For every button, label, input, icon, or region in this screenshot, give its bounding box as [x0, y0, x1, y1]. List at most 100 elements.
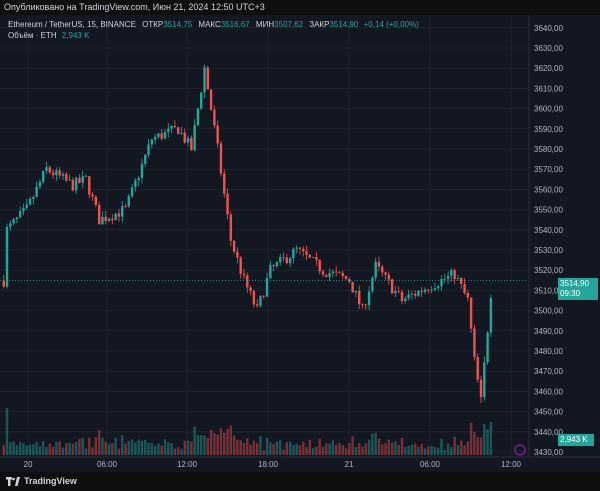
volume-bar — [45, 447, 48, 455]
candle-body — [117, 213, 121, 217]
volume-bar — [81, 437, 84, 455]
candle-body — [127, 196, 130, 207]
volume-bar — [489, 422, 493, 455]
volume-bar — [311, 448, 315, 455]
volume-bar — [417, 446, 420, 455]
time-tick-label: 21 — [345, 460, 354, 469]
volume-bar — [288, 441, 292, 455]
price-tick-label: 3520,00 — [534, 266, 563, 275]
volume-bar — [265, 437, 269, 455]
price-tick-label: 3570,00 — [534, 165, 563, 174]
volume-bar — [94, 437, 98, 455]
volume-bar — [61, 447, 65, 455]
legend-volume-value: 2,943 K — [61, 31, 90, 40]
candle-body — [381, 266, 384, 273]
candle-body — [473, 328, 476, 357]
volume-bar — [229, 425, 233, 455]
candle-body — [269, 264, 272, 278]
tradingview-brand[interactable]: TradingView — [24, 476, 77, 486]
volume-bar — [394, 441, 397, 455]
volume-bar — [285, 441, 288, 455]
time-tick-label: 12:00 — [177, 460, 198, 469]
volume-bar — [38, 446, 42, 455]
candle-body — [206, 67, 209, 90]
candle-body — [114, 213, 117, 221]
volume-bar — [420, 443, 423, 455]
volume-bar — [279, 440, 282, 455]
volume-bar — [295, 443, 298, 455]
volume-bar — [361, 446, 364, 455]
volume-bar — [377, 438, 381, 455]
volume-bar — [134, 442, 137, 455]
candle-body — [88, 176, 91, 195]
time-tick-label: 18:00 — [258, 460, 279, 469]
candle-body — [200, 92, 203, 109]
candle-body — [285, 257, 288, 264]
volume-bar — [469, 422, 473, 455]
candle-body — [226, 193, 229, 215]
current-volume-value: 2,943 K — [560, 435, 588, 444]
candle-body — [397, 290, 400, 292]
candlestick-chart-svg[interactable]: 3640,00 3630,00 3620,00 3610,00 3600,00 3590,… — [0, 15, 600, 472]
volume-bar — [246, 438, 249, 455]
candle-body — [302, 248, 305, 252]
volume-bar — [348, 442, 351, 455]
candle-body — [104, 216, 107, 221]
replay-icon[interactable] — [514, 444, 526, 456]
candle-body — [328, 273, 331, 277]
volume-bar — [453, 436, 456, 455]
candle-body — [394, 290, 397, 294]
price-tick-label: 3600,00 — [534, 105, 563, 114]
volume-bar — [28, 444, 32, 455]
volume-bar — [315, 446, 318, 455]
candle-body — [331, 271, 335, 274]
chart-area[interactable]: 3640,00 3630,00 3620,00 3610,00 3600,00 3590,… — [0, 15, 600, 472]
volume-bar — [150, 442, 154, 455]
candle-body — [308, 254, 312, 258]
volume-bar — [308, 439, 312, 455]
volume-bar — [68, 442, 71, 455]
legend-symbol[interactable]: Ethereum / TetherUS, 15, BINANCE — [8, 20, 136, 29]
candle-body — [423, 289, 427, 292]
candle-body — [153, 136, 157, 140]
candle-body — [298, 247, 302, 249]
candle-body — [407, 294, 410, 299]
plot-background — [0, 15, 600, 472]
volume-bar — [338, 443, 341, 455]
candle-body — [61, 173, 65, 176]
candle-body — [246, 275, 249, 288]
candle-body — [68, 179, 71, 181]
candle-body — [5, 227, 9, 287]
candle-body — [460, 278, 463, 285]
volume-bar — [476, 437, 479, 455]
volume-bar — [117, 448, 121, 455]
volume-bar — [410, 444, 414, 455]
candle-body — [12, 219, 15, 224]
candle-body — [193, 125, 196, 151]
candle-body — [413, 293, 417, 296]
volume-bar — [91, 447, 94, 455]
legend-change: +0,14 (+0,00%) — [363, 20, 419, 29]
candle-body — [15, 217, 19, 220]
volume-bar — [249, 444, 252, 455]
volume-bar — [173, 448, 177, 455]
price-tick-label: 3480,00 — [534, 347, 563, 356]
candle-body — [466, 292, 470, 298]
price-tick-label: 3590,00 — [534, 125, 563, 134]
volume-bar — [302, 441, 305, 455]
volume-bar — [407, 446, 410, 455]
volume-bar — [252, 440, 256, 455]
candle-body — [400, 291, 404, 301]
tradingview-logo-icon[interactable] — [6, 477, 20, 486]
candle-body — [121, 206, 124, 217]
candle-body — [236, 251, 239, 258]
candle-body — [91, 194, 94, 197]
candle-body — [219, 143, 223, 174]
candle-body — [223, 173, 226, 194]
volume-bar — [430, 445, 433, 455]
candle-body — [321, 271, 325, 275]
price-tick-label: 3460,00 — [534, 387, 563, 396]
volume-bar — [397, 444, 400, 455]
candle-body — [144, 154, 147, 164]
candle-body — [255, 304, 259, 306]
